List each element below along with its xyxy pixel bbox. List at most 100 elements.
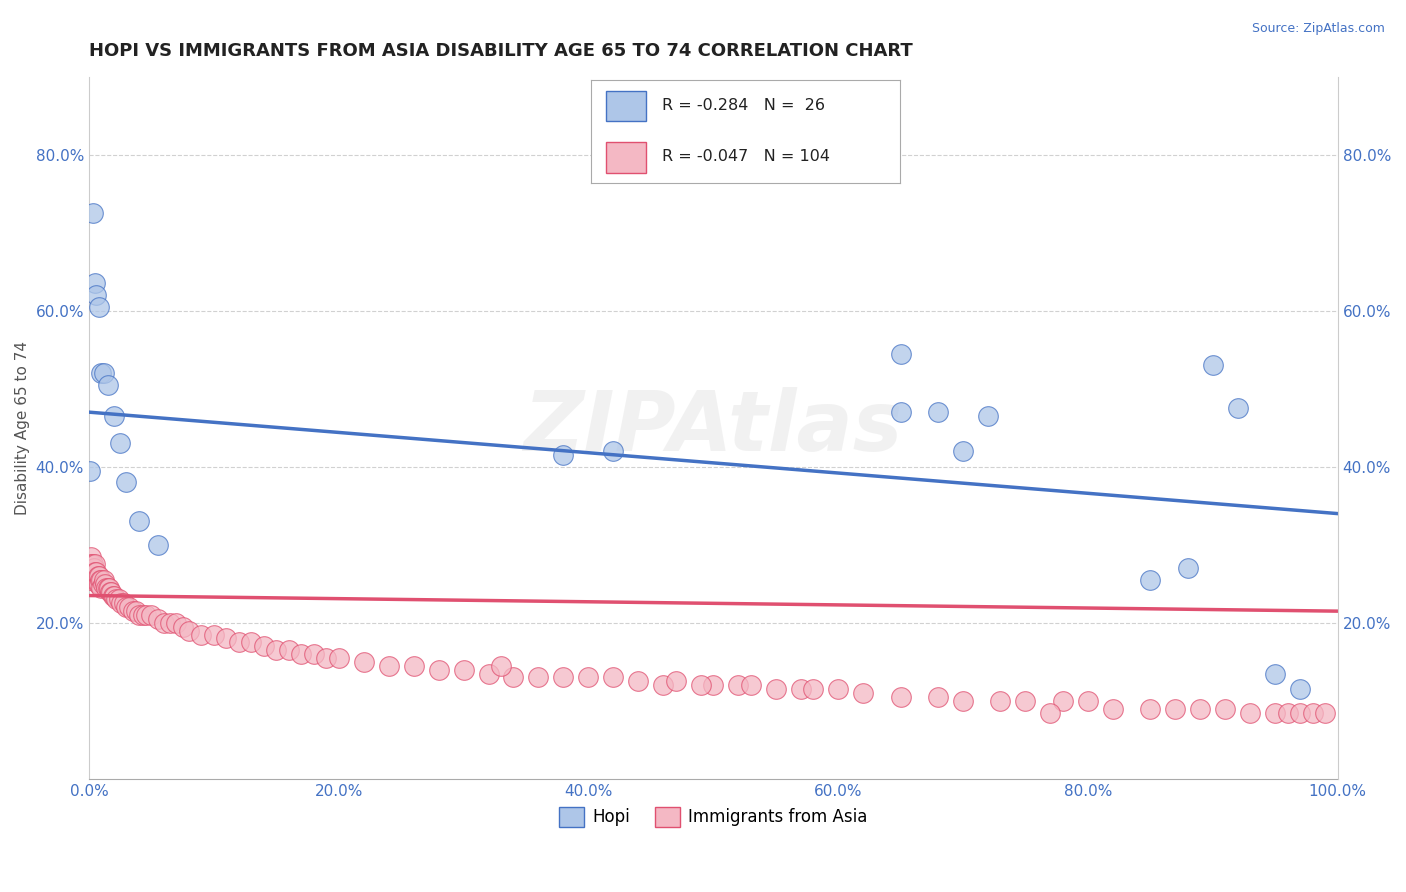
Point <box>86 569 108 583</box>
Point <box>727 678 749 692</box>
Point <box>240 635 263 649</box>
Point <box>80 549 103 564</box>
Point <box>353 655 375 669</box>
Point <box>1102 701 1125 715</box>
Point <box>740 678 762 692</box>
Point <box>79 464 101 478</box>
Point <box>602 444 624 458</box>
Point <box>110 596 132 610</box>
Point <box>87 569 110 583</box>
Point <box>1213 701 1236 715</box>
Point <box>477 666 499 681</box>
Point <box>100 584 122 599</box>
Point <box>96 581 118 595</box>
Point <box>228 635 250 649</box>
Point <box>121 604 143 618</box>
Point <box>1277 706 1299 720</box>
Point <box>290 647 312 661</box>
Text: Source: ZipAtlas.com: Source: ZipAtlas.com <box>1251 22 1385 36</box>
Point <box>84 558 107 572</box>
Point <box>94 577 117 591</box>
Point <box>101 589 124 603</box>
Point <box>1052 694 1074 708</box>
Point <box>890 690 912 704</box>
Point <box>789 682 811 697</box>
Point <box>86 573 108 587</box>
Point <box>82 558 104 572</box>
Point <box>118 600 141 615</box>
Point <box>84 277 107 291</box>
Point <box>128 608 150 623</box>
Point <box>827 682 849 697</box>
Point <box>86 577 108 591</box>
Point <box>90 366 112 380</box>
Point <box>328 651 350 665</box>
Point <box>1264 706 1286 720</box>
Point <box>1189 701 1212 715</box>
Point <box>146 538 169 552</box>
Point <box>1226 401 1249 416</box>
Point <box>141 608 163 623</box>
Point <box>98 584 121 599</box>
Point <box>702 678 724 692</box>
Point <box>1077 694 1099 708</box>
Point <box>131 608 153 623</box>
Point <box>105 592 128 607</box>
Point <box>108 592 131 607</box>
Point <box>80 565 103 579</box>
Point <box>103 409 125 423</box>
Point <box>315 651 337 665</box>
Point <box>91 577 114 591</box>
Point <box>146 612 169 626</box>
Text: HOPI VS IMMIGRANTS FROM ASIA DISABILITY AGE 65 TO 74 CORRELATION CHART: HOPI VS IMMIGRANTS FROM ASIA DISABILITY … <box>89 42 912 60</box>
Point <box>553 670 575 684</box>
Point <box>689 678 711 692</box>
Point <box>90 573 112 587</box>
Point <box>627 674 650 689</box>
Point <box>264 643 287 657</box>
Point <box>453 663 475 677</box>
Point <box>79 565 101 579</box>
Point <box>177 624 200 638</box>
Point <box>302 647 325 661</box>
Point <box>112 596 135 610</box>
Point <box>125 604 148 618</box>
Point <box>89 573 111 587</box>
Point <box>84 565 107 579</box>
Point <box>115 475 138 490</box>
Text: R = -0.047   N = 104: R = -0.047 N = 104 <box>662 149 830 164</box>
Point <box>502 670 524 684</box>
Point <box>527 670 550 684</box>
Text: ZIPAtlas: ZIPAtlas <box>523 387 903 468</box>
Point <box>97 581 120 595</box>
Point <box>153 615 176 630</box>
Point <box>87 300 110 314</box>
Text: R = -0.284   N =  26: R = -0.284 N = 26 <box>662 98 825 113</box>
Point <box>765 682 787 697</box>
Point <box>1313 706 1336 720</box>
Point <box>990 694 1012 708</box>
Point <box>402 658 425 673</box>
Point <box>1139 701 1161 715</box>
Point <box>1302 706 1324 720</box>
Point <box>576 670 599 684</box>
Point <box>128 515 150 529</box>
Point <box>1139 573 1161 587</box>
Point <box>1264 666 1286 681</box>
Point <box>1177 561 1199 575</box>
Point <box>1202 359 1225 373</box>
Point <box>202 627 225 641</box>
Point <box>86 288 108 302</box>
Point <box>852 686 875 700</box>
Point <box>1289 706 1312 720</box>
Point <box>377 658 399 673</box>
Point <box>952 444 974 458</box>
Point <box>79 558 101 572</box>
Point <box>952 694 974 708</box>
Point <box>1239 706 1261 720</box>
Point <box>165 615 187 630</box>
Point <box>97 377 120 392</box>
Point <box>80 558 103 572</box>
Point <box>890 405 912 419</box>
Point <box>93 573 115 587</box>
